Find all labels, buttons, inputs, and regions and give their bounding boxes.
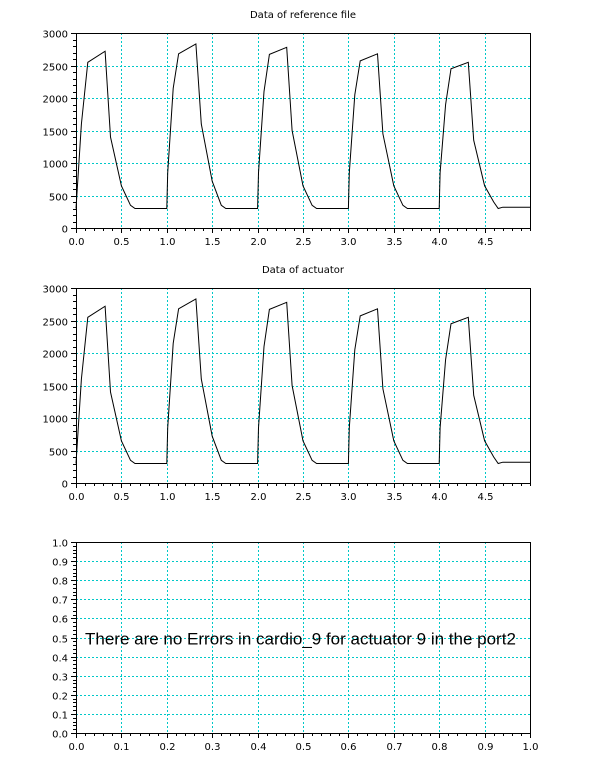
series-line [75, 298, 530, 465]
x-tick-label: 1.5 [205, 492, 221, 503]
y-tick-label: 500 [49, 193, 68, 204]
y-tick-label: 0.1 [52, 711, 68, 722]
x-tick-label: 4.0 [432, 237, 448, 248]
x-tick-label: 1.0 [160, 237, 176, 248]
x-tick-label: 0.2 [160, 742, 176, 753]
chart-title: Data of reference file [250, 10, 356, 21]
x-tick-label: 0.4 [251, 742, 267, 753]
y-tick-label: 3000 [43, 30, 68, 41]
error-message: There are no Errors in cardio_9 for actu… [85, 630, 516, 649]
y-tick-label: 3000 [43, 285, 68, 296]
x-tick-label: 2.0 [251, 237, 267, 248]
x-tick-label: 3.5 [387, 237, 403, 248]
y-tick-label: 1000 [43, 160, 68, 171]
x-tick-label: 0.3 [205, 742, 221, 753]
x-tick-label: 0.9 [478, 742, 494, 753]
series-line [75, 43, 530, 210]
y-tick-label: 0.2 [52, 692, 68, 703]
x-tick-label: 0.5 [114, 492, 130, 503]
y-tick-label: 0.7 [52, 596, 68, 607]
y-tick-label: 1.0 [52, 539, 68, 550]
x-tick-label: 4.0 [432, 492, 448, 503]
x-tick-label: 1.0 [160, 492, 176, 503]
x-tick-label: 3.0 [341, 492, 357, 503]
y-tick-label: 2000 [43, 95, 68, 106]
x-tick-label: 4.5 [478, 237, 494, 248]
x-tick-label: 0.0 [69, 742, 85, 753]
y-tick-label: 2000 [43, 350, 68, 361]
x-tick-label: 1.5 [205, 237, 221, 248]
y-tick-label: 1500 [43, 383, 68, 394]
y-tick-label: 0.0 [52, 730, 68, 741]
y-tick-label: 0 [62, 480, 68, 491]
x-tick-label: 3.0 [341, 237, 357, 248]
y-tick-label: 2500 [43, 63, 68, 74]
y-tick-label: 0.3 [52, 673, 68, 684]
x-tick-label: 0.5 [114, 237, 130, 248]
x-tick-label: 2.0 [251, 492, 267, 503]
y-tick-label: 0 [62, 225, 68, 236]
y-tick-label: 0.6 [52, 615, 68, 626]
x-tick-label: 0.1 [114, 742, 130, 753]
x-tick-label: 0.0 [69, 492, 85, 503]
x-tick-label: 0.7 [387, 742, 403, 753]
x-tick-label: 2.5 [296, 492, 312, 503]
x-tick-label: 0.5 [296, 742, 312, 753]
y-tick-label: 0.8 [52, 577, 68, 588]
y-tick-label: 2500 [43, 318, 68, 329]
x-tick-label: 0.6 [341, 742, 357, 753]
x-tick-label: 0.0 [69, 237, 85, 248]
x-tick-label: 2.5 [296, 237, 312, 248]
x-tick-label: 1.0 [523, 742, 539, 753]
y-tick-label: 0.9 [52, 558, 68, 569]
y-tick-label: 0.5 [52, 635, 68, 646]
y-tick-label: 1000 [43, 415, 68, 426]
chart-title: Data of actuator [262, 265, 345, 276]
y-tick-label: 1500 [43, 128, 68, 139]
x-tick-label: 4.5 [478, 492, 494, 503]
x-tick-label: 0.8 [432, 742, 448, 753]
x-tick-label: 3.5 [387, 492, 403, 503]
y-tick-label: 500 [49, 448, 68, 459]
y-tick-label: 0.4 [52, 654, 68, 665]
